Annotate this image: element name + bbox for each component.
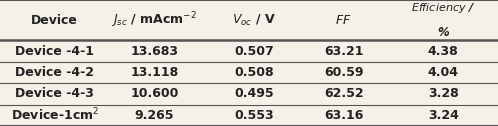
Text: 0.553: 0.553 (234, 109, 274, 122)
Text: $\mathit{J}_{sc}$ / mAcm$^{-2}$: $\mathit{J}_{sc}$ / mAcm$^{-2}$ (112, 10, 197, 30)
Text: 3.24: 3.24 (428, 109, 459, 122)
Text: 3.28: 3.28 (428, 87, 459, 100)
Text: 63.16: 63.16 (324, 109, 364, 122)
Text: 9.265: 9.265 (134, 109, 174, 122)
Text: 13.683: 13.683 (130, 44, 178, 58)
Text: 13.118: 13.118 (130, 66, 178, 79)
Text: Device -4-3: Device -4-3 (15, 87, 94, 100)
Text: 60.59: 60.59 (324, 66, 364, 79)
Text: Device -4-1: Device -4-1 (15, 44, 94, 58)
Text: 0.507: 0.507 (234, 44, 274, 58)
Text: Device-1cm$^{2}$: Device-1cm$^{2}$ (10, 107, 99, 124)
Text: $\mathit{Efficiency}$ /: $\mathit{Efficiency}$ / (411, 1, 476, 15)
Text: 0.495: 0.495 (234, 87, 274, 100)
Text: 0.508: 0.508 (234, 66, 274, 79)
Text: 10.600: 10.600 (130, 87, 179, 100)
Text: 4.38: 4.38 (428, 44, 459, 58)
Text: Device -4-2: Device -4-2 (15, 66, 94, 79)
Text: 4.04: 4.04 (428, 66, 459, 79)
Text: 62.52: 62.52 (324, 87, 364, 100)
Text: $\mathit{V}_{oc}$ / V: $\mathit{V}_{oc}$ / V (232, 13, 276, 28)
Text: Device: Device (31, 14, 78, 27)
Text: $\mathit{FF}$: $\mathit{FF}$ (335, 14, 352, 27)
Text: 63.21: 63.21 (324, 44, 364, 58)
Text: %: % (437, 26, 449, 39)
